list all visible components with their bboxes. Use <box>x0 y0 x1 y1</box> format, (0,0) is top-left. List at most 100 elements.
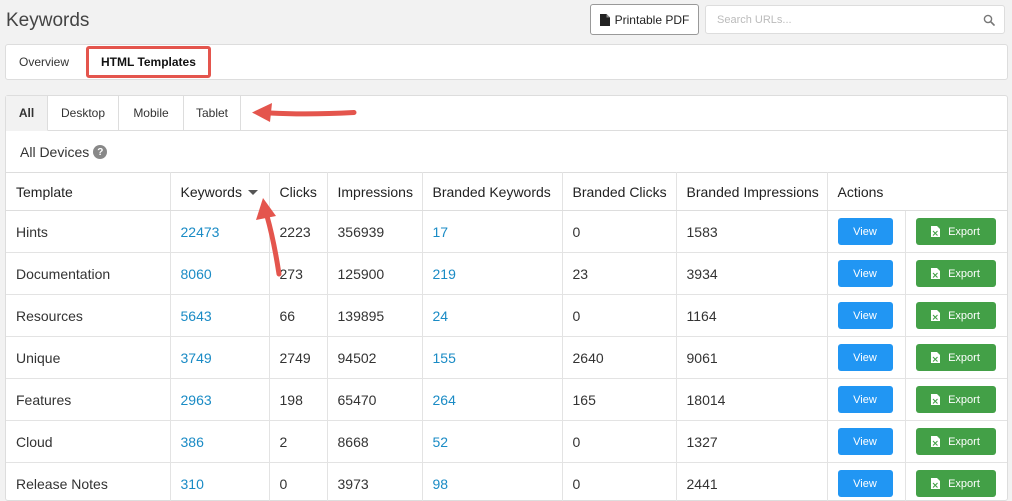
cell-clicks: 2223 <box>269 210 328 253</box>
cell-template: Documentation <box>6 252 171 295</box>
tab-mobile[interactable]: Mobile <box>119 96 184 131</box>
cell-impressions: 356939 <box>327 210 423 253</box>
cell-branded-keywords[interactable]: 17 <box>422 210 563 253</box>
cell-clicks: 2 <box>269 420 328 463</box>
cell-template: Unique <box>6 336 171 379</box>
cell-clicks: 198 <box>269 378 328 421</box>
cell-branded-keywords[interactable]: 98 <box>422 462 563 501</box>
cell-export: Export <box>905 420 1007 463</box>
table-row: Hints 22473 2223 356939 17 0 1583 View Export <box>6 210 1007 253</box>
cell-export: Export <box>905 336 1007 379</box>
tab-html-templates[interactable]: HTML Templates <box>86 46 211 78</box>
export-label: Export <box>948 267 980 280</box>
col-template[interactable]: Template <box>6 172 171 211</box>
device-tabs: All Desktop Mobile Tablet <box>6 96 241 131</box>
view-button[interactable]: View <box>837 302 893 329</box>
col-actions: Actions <box>827 172 1007 211</box>
cell-branded-clicks: 0 <box>562 210 677 253</box>
cell-export: Export <box>905 210 1007 253</box>
file-excel-icon <box>931 226 941 237</box>
cell-branded-keywords[interactable]: 219 <box>422 252 563 295</box>
export-button[interactable]: Export <box>915 470 996 497</box>
cell-impressions: 94502 <box>327 336 423 379</box>
cell-view: View <box>827 378 906 421</box>
search-icon[interactable] <box>983 14 995 26</box>
table-row: Documentation 8060 273 125900 219 23 3934 View E… <box>6 252 1007 295</box>
view-button[interactable]: View <box>837 344 893 371</box>
col-branded-keywords[interactable]: Branded Keywords <box>422 172 563 211</box>
file-excel-icon <box>931 352 941 363</box>
cell-branded-keywords[interactable]: 52 <box>422 420 563 463</box>
file-pdf-icon <box>599 13 610 26</box>
cell-template: Resources <box>6 294 171 337</box>
cell-template: Features <box>6 378 171 421</box>
view-button[interactable]: View <box>837 428 893 455</box>
tab-overview[interactable]: Overview <box>19 55 70 69</box>
export-button[interactable]: Export <box>915 344 996 371</box>
export-button[interactable]: Export <box>915 428 996 455</box>
col-keywords-label: Keywords <box>180 183 242 200</box>
question-circle-icon[interactable]: ? <box>93 145 108 159</box>
tab-desktop[interactable]: Desktop <box>48 96 119 131</box>
file-excel-icon <box>931 268 941 279</box>
cell-keywords[interactable]: 2963 <box>170 378 270 421</box>
search-input[interactable] <box>706 6 1004 33</box>
cell-branded-impressions: 9061 <box>676 336 828 379</box>
templates-table: Template Keywords Clicks Impressions Bra… <box>6 172 1007 501</box>
cell-template: Release Notes <box>6 462 171 501</box>
col-keywords[interactable]: Keywords <box>170 172 270 211</box>
cell-branded-impressions: 1327 <box>676 420 828 463</box>
search-box[interactable] <box>705 5 1005 34</box>
cell-keywords[interactable]: 5643 <box>170 294 270 337</box>
cell-branded-clicks: 0 <box>562 462 677 501</box>
export-label: Export <box>948 477 980 490</box>
tab-tablet[interactable]: Tablet <box>184 96 241 131</box>
cell-branded-clicks: 23 <box>562 252 677 295</box>
col-branded-impressions[interactable]: Branded Impressions <box>676 172 828 211</box>
export-label: Export <box>948 309 980 322</box>
cell-branded-keywords[interactable]: 155 <box>422 336 563 379</box>
cell-impressions: 139895 <box>327 294 423 337</box>
file-excel-icon <box>931 310 941 321</box>
cell-export: Export <box>905 252 1007 295</box>
cell-view: View <box>827 336 906 379</box>
col-clicks[interactable]: Clicks <box>269 172 328 211</box>
cell-export: Export <box>905 462 1007 501</box>
cell-clicks: 2749 <box>269 336 328 379</box>
cell-keywords[interactable]: 22473 <box>170 210 270 253</box>
cell-branded-keywords[interactable]: 264 <box>422 378 563 421</box>
file-excel-icon <box>931 436 941 447</box>
cell-export: Export <box>905 378 1007 421</box>
cell-impressions: 8668 <box>327 420 423 463</box>
printable-pdf-button[interactable]: Printable PDF <box>590 4 699 35</box>
export-label: Export <box>948 393 980 406</box>
export-button[interactable]: Export <box>915 386 996 413</box>
page-title: Keywords <box>6 10 90 31</box>
cell-clicks: 66 <box>269 294 328 337</box>
cell-branded-keywords[interactable]: 24 <box>422 294 563 337</box>
top-tabs: Overview HTML Templates <box>5 44 1008 80</box>
cell-keywords[interactable]: 310 <box>170 462 270 501</box>
caret-down-icon <box>247 190 258 196</box>
all-devices-heading: All Devices <box>20 144 90 160</box>
view-button[interactable]: View <box>837 260 893 287</box>
cell-view: View <box>827 462 906 501</box>
col-impressions[interactable]: Impressions <box>327 172 423 211</box>
export-button[interactable]: Export <box>915 260 996 287</box>
cell-branded-clicks: 0 <box>562 294 677 337</box>
cell-keywords[interactable]: 386 <box>170 420 270 463</box>
panel-heading: All Devices ? <box>20 144 108 160</box>
tab-all[interactable]: All <box>6 96 48 131</box>
export-button[interactable]: Export <box>915 218 996 245</box>
cell-keywords[interactable]: 8060 <box>170 252 270 295</box>
view-button[interactable]: View <box>837 218 893 245</box>
col-branded-clicks[interactable]: Branded Clicks <box>562 172 677 211</box>
export-button[interactable]: Export <box>915 302 996 329</box>
cell-branded-impressions: 1583 <box>676 210 828 253</box>
printable-pdf-label: Printable PDF <box>614 12 690 27</box>
view-button[interactable]: View <box>837 470 893 497</box>
view-button[interactable]: View <box>837 386 893 413</box>
table-row: Cloud 386 2 8668 52 0 1327 View Export <box>6 420 1007 463</box>
cell-keywords[interactable]: 3749 <box>170 336 270 379</box>
file-excel-icon <box>931 478 941 489</box>
